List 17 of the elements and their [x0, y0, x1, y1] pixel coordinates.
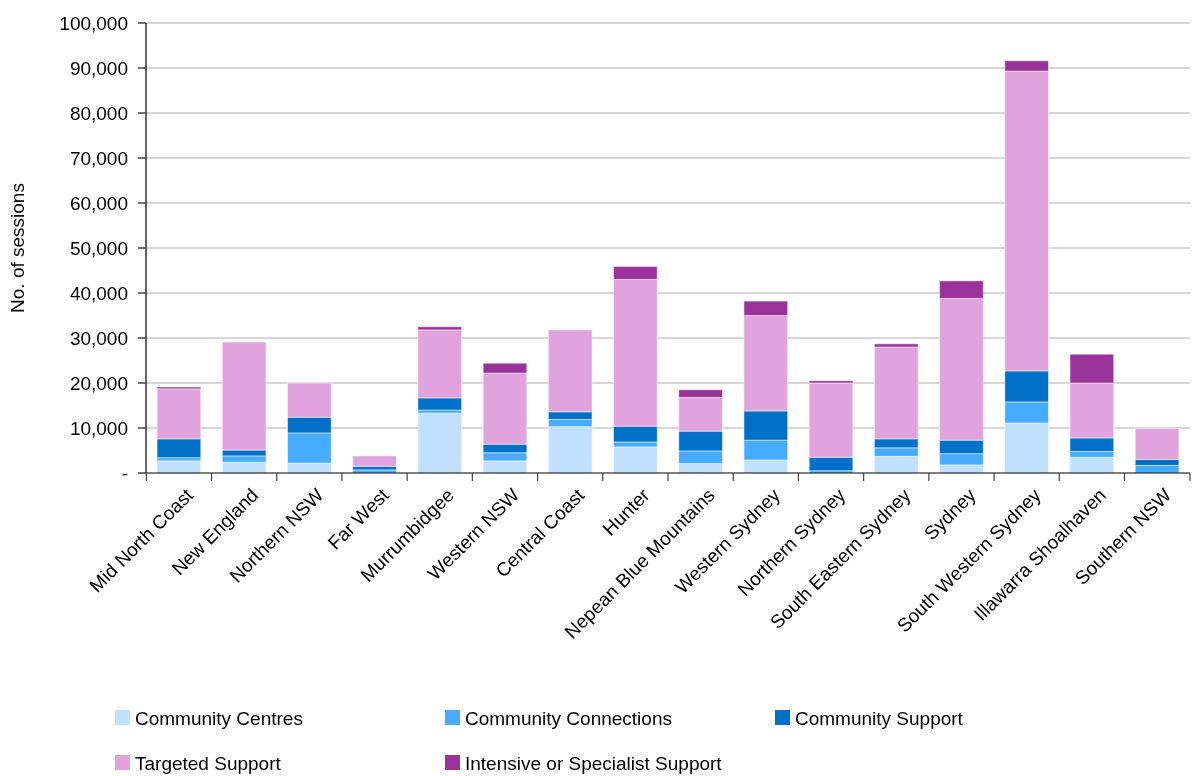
legend-label: Community Support [795, 707, 964, 729]
y-tick-label: 30,000 [69, 327, 128, 349]
y-tick-label: 20,000 [69, 372, 128, 394]
y-tick-label: 10,000 [69, 417, 128, 439]
legend-label: Community Centres [135, 707, 303, 729]
y-tick-label: 70,000 [69, 147, 128, 169]
y-tick-label: - [121, 462, 128, 484]
y-tick-label: 80,000 [69, 102, 128, 124]
y-axis-title: No. of sessions [7, 183, 28, 313]
y-tick-label: 60,000 [69, 192, 128, 214]
legend-label: Intensive or Specialist Support [465, 752, 723, 774]
y-tick-label: 90,000 [69, 57, 128, 79]
y-tick-label: 100,000 [59, 12, 128, 34]
legend-label: Community Connections [465, 707, 672, 729]
legend-label: Targeted Support [135, 752, 282, 774]
y-tick-label: 50,000 [69, 237, 128, 259]
y-tick-label: 40,000 [69, 282, 128, 304]
